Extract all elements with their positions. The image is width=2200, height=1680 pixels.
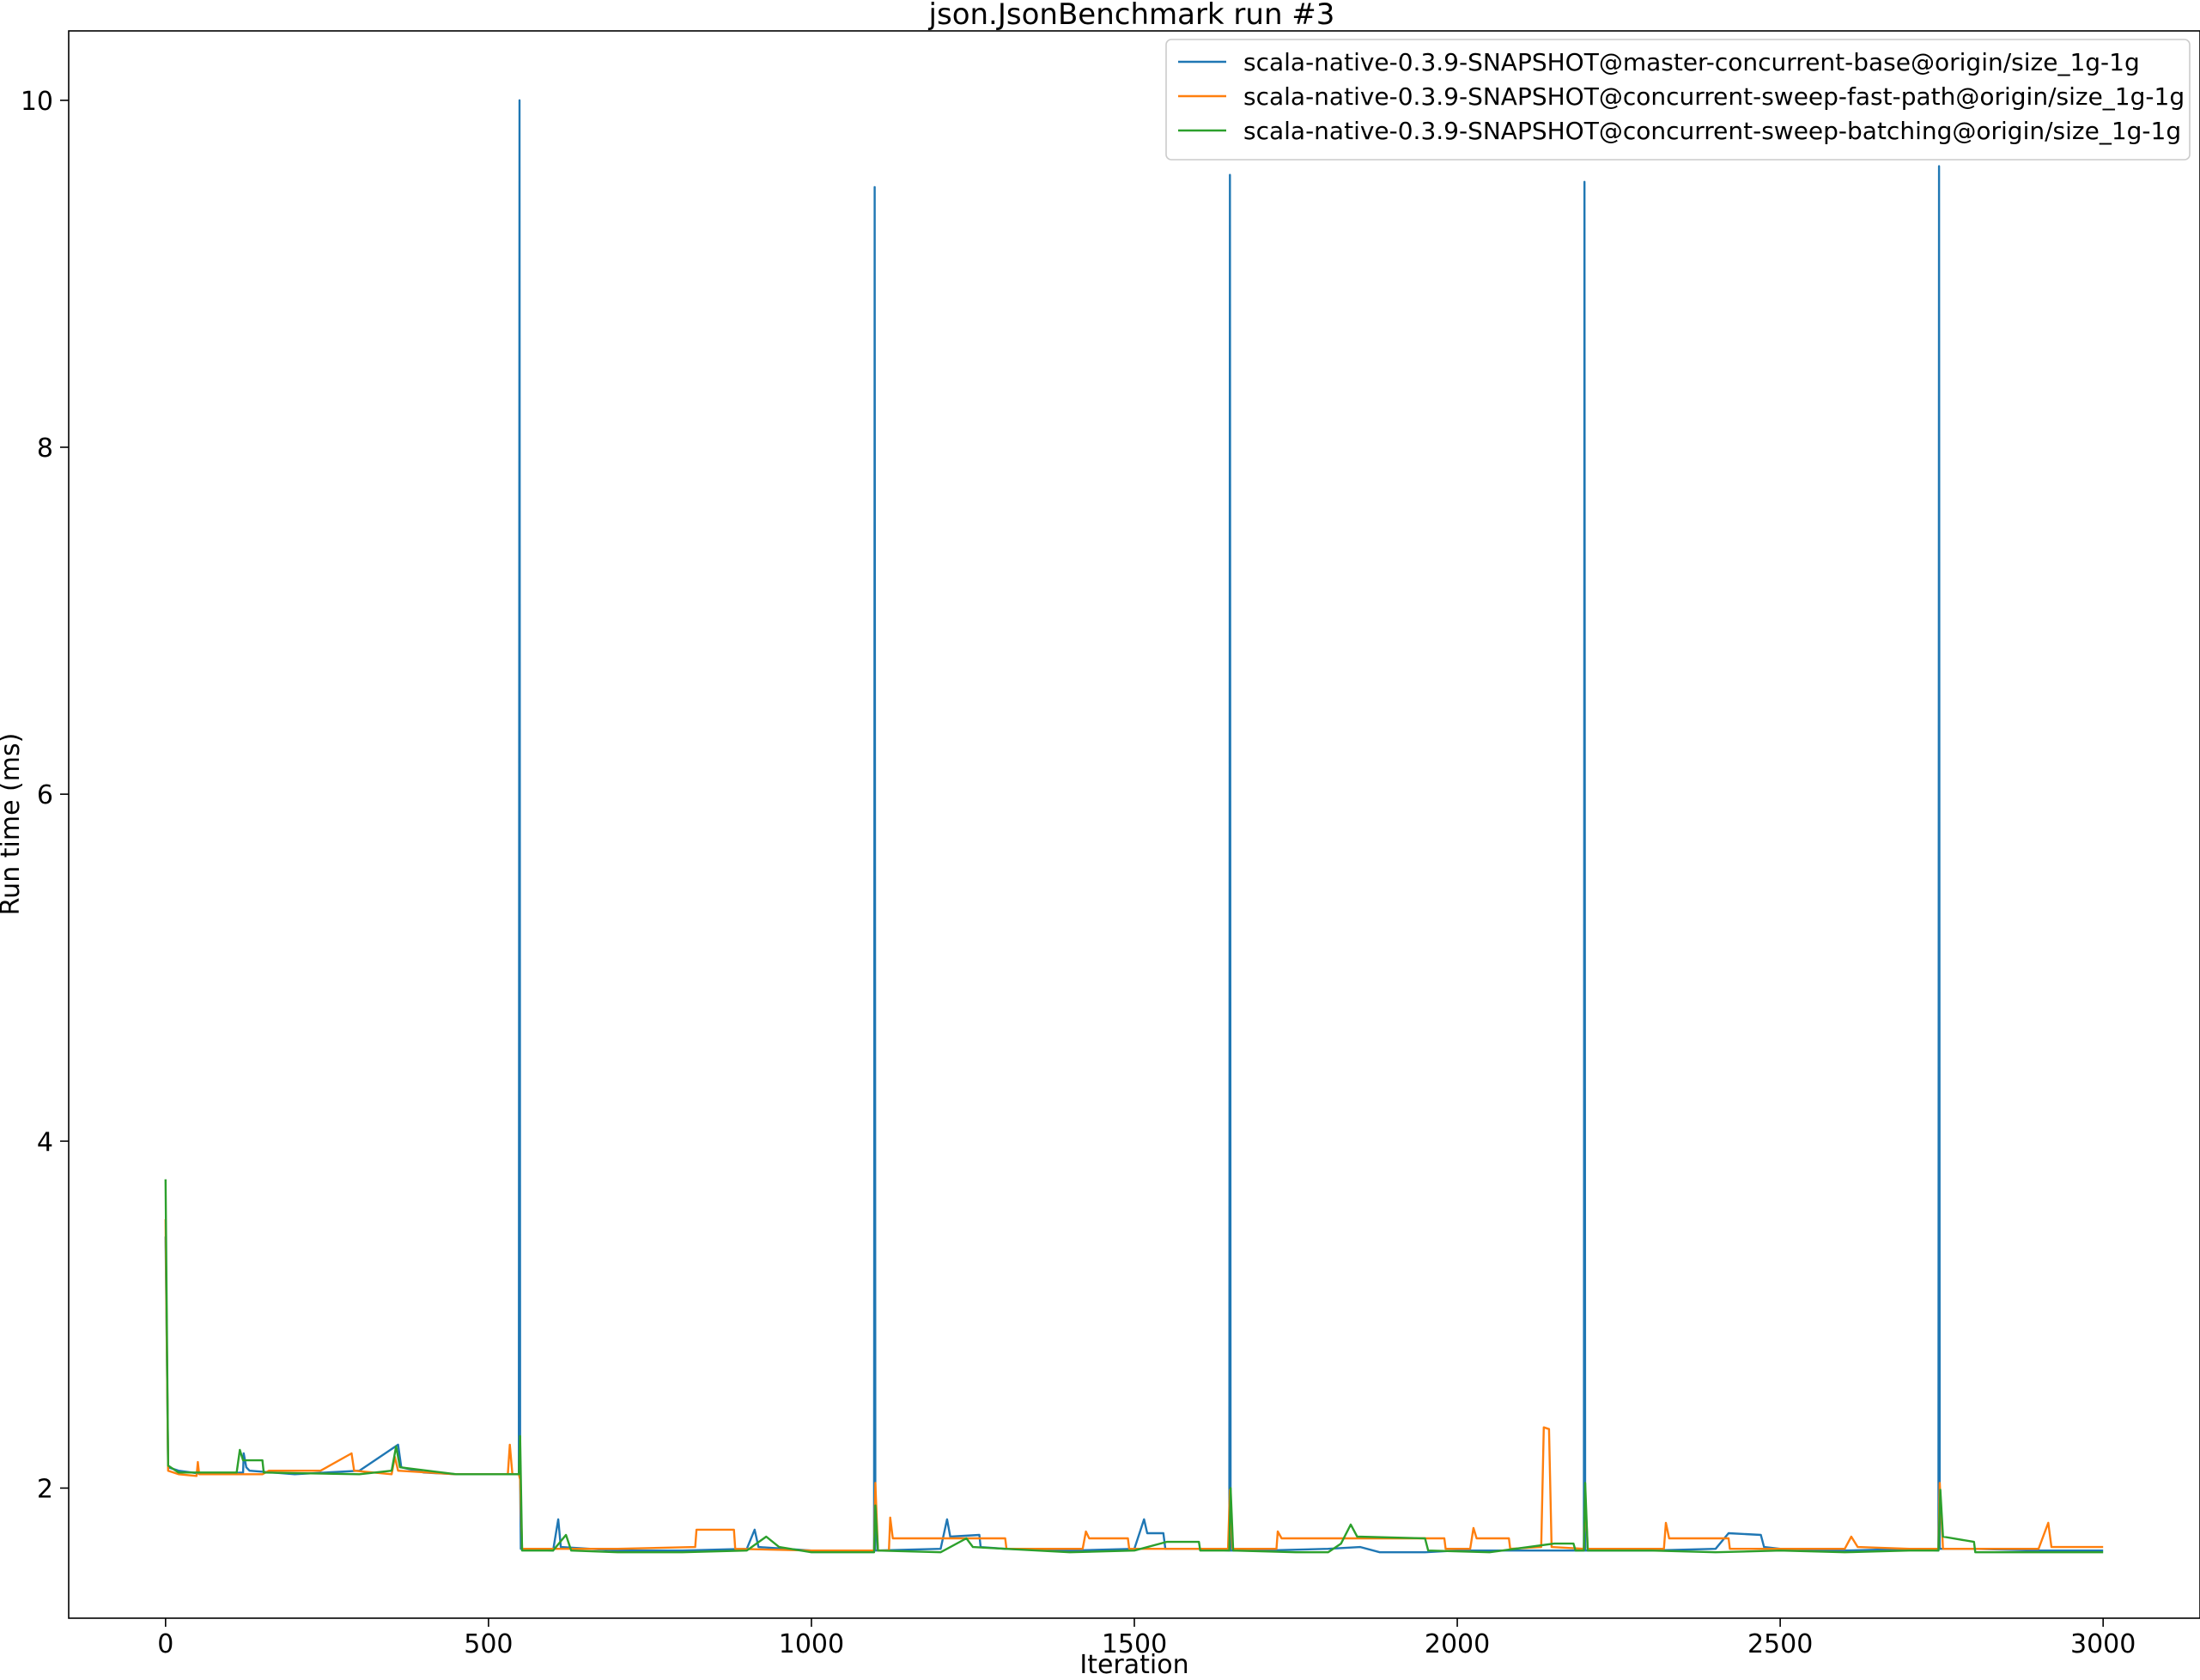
legend: scala-native-0.3.9-SNAPSHOT@master-concu… bbox=[1165, 39, 2191, 161]
y-tick-label: 10 bbox=[21, 87, 53, 117]
x-tick-label: 1000 bbox=[779, 1629, 844, 1659]
x-axis-label: Iteration bbox=[1079, 1650, 1188, 1677]
x-tick-label: 500 bbox=[464, 1629, 513, 1659]
x-tick-label: 3000 bbox=[2070, 1629, 2136, 1659]
legend-box bbox=[1165, 39, 2191, 161]
legend-label-1: scala-native-0.3.9-SNAPSHOT@master-concu… bbox=[1243, 48, 2140, 76]
chart-title: json.JsonBenchmark run #3 bbox=[928, 0, 1335, 32]
legend-label-3: scala-native-0.3.9-SNAPSHOT@concurrent-s… bbox=[1243, 117, 2181, 145]
x-tick-label: 0 bbox=[157, 1629, 173, 1659]
y-axis-label: Run time (ms) bbox=[0, 733, 26, 916]
y-tick-label: 6 bbox=[37, 780, 53, 810]
series-layer bbox=[164, 99, 2104, 1554]
x-tick-label: 2500 bbox=[1747, 1629, 1813, 1659]
x-tick-label: 1500 bbox=[1102, 1629, 1167, 1659]
series-line-2 bbox=[164, 1219, 2104, 1552]
y-tick-label: 2 bbox=[37, 1474, 53, 1504]
axes-layer: 0 500 1000 1500 2000 2500 3000 2 4 6 8 10 bbox=[21, 87, 2136, 1659]
y-tick-label: 8 bbox=[37, 434, 53, 464]
legend-label-2: scala-native-0.3.9-SNAPSHOT@concurrent-s… bbox=[1243, 82, 2185, 111]
legend-entries: scala-native-0.3.9-SNAPSHOT@master-concu… bbox=[1178, 48, 2185, 145]
series-line-3 bbox=[164, 1179, 2104, 1554]
y-tick-label: 4 bbox=[37, 1127, 53, 1157]
x-tick-label: 2000 bbox=[1425, 1629, 1490, 1659]
